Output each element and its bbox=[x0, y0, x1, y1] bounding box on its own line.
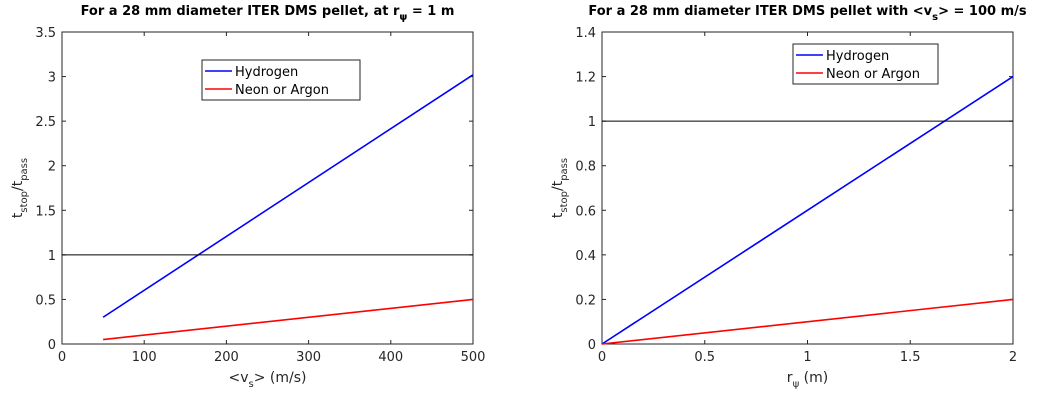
y-tick-label: 0.5 bbox=[35, 293, 56, 308]
x-tick-label: 300 bbox=[296, 350, 321, 365]
y-tick-label: 0 bbox=[48, 338, 56, 353]
legend-label: Neon or Argon bbox=[235, 83, 329, 98]
chart-title: For a 28 mm diameter ITER DMS pellet, at… bbox=[81, 4, 455, 23]
x-tick-label: 200 bbox=[214, 350, 239, 365]
y-tick-label: 1.5 bbox=[35, 204, 56, 219]
legend-box bbox=[792, 43, 939, 85]
y-tick-label: 0 bbox=[588, 338, 596, 353]
legend: Hydrogen Neon or Argon bbox=[792, 43, 939, 85]
y-tick-label: 1 bbox=[48, 249, 56, 264]
legend-label: Neon or Argon bbox=[826, 67, 920, 82]
x-tick-label: 2 bbox=[1009, 350, 1017, 365]
series-line-hydrogen bbox=[102, 74, 474, 318]
x-tick-label: 100 bbox=[132, 350, 157, 365]
y-axis-label: tstop/tpass bbox=[550, 158, 570, 218]
chart-1: 0 100 200 300 400 500 0 0.5 1 1.5 2 2.5 3 3.5 For a 28… bbox=[10, 4, 485, 390]
y-tick-label: 0.4 bbox=[575, 249, 596, 264]
y-tick-label: 0.8 bbox=[575, 160, 596, 175]
x-axis-label: <vs> (m/s) bbox=[229, 370, 307, 390]
y-axis-label: tstop/tpass bbox=[10, 158, 30, 218]
x-tick-label: 1 bbox=[803, 350, 811, 365]
x-tick-label: 1.5 bbox=[900, 350, 921, 365]
x-tick-label: 400 bbox=[378, 350, 403, 365]
x-tick-label: 0.5 bbox=[694, 350, 715, 365]
x-tick-label: 500 bbox=[461, 350, 486, 365]
x-axis-label: rψ (m) bbox=[787, 370, 828, 390]
y-tick-label: 0.6 bbox=[575, 204, 596, 219]
y-tick-label: 3.5 bbox=[35, 26, 56, 41]
y-tick-label: 1 bbox=[588, 115, 596, 130]
legend: Hydrogen Neon or Argon bbox=[201, 59, 361, 101]
series-line-neon-or-argon bbox=[601, 298, 1014, 345]
chart-2: 0 0.5 1 1.5 2 0 0.2 0.4 0.6 0.8 1 1.2 1.4 For a 28 mm… bbox=[550, 4, 1027, 390]
y-tick-label: 1.2 bbox=[575, 71, 596, 86]
x-tick-label: 0 bbox=[598, 350, 606, 365]
chart-title: For a 28 mm diameter ITER DMS pellet wit… bbox=[588, 4, 1027, 23]
x-tick-label: 0 bbox=[58, 350, 66, 365]
legend-label: Hydrogen bbox=[235, 65, 298, 80]
legend-label: Hydrogen bbox=[826, 49, 889, 64]
legend-box bbox=[201, 59, 361, 101]
y-tick-label: 2.5 bbox=[35, 115, 56, 130]
y-tick-label: 3 bbox=[48, 71, 56, 86]
series-line-neon-or-argon bbox=[103, 298, 474, 341]
y-tick-label: 2 bbox=[48, 160, 56, 175]
y-tick-label: 1.4 bbox=[575, 26, 596, 41]
y-tick-label: 0.2 bbox=[575, 293, 596, 308]
